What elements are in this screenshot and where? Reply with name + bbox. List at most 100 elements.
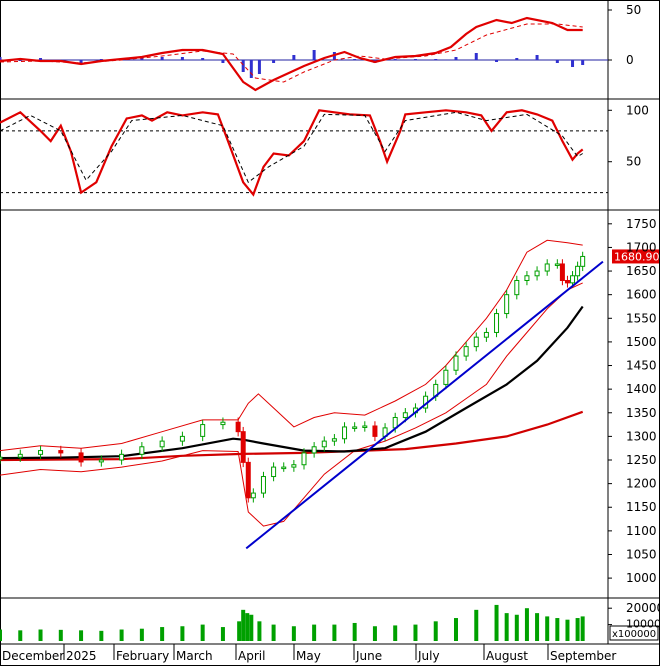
macd-histogram-bar-19	[353, 59, 357, 60]
macd-histogram-bar-1	[18, 60, 22, 61]
candle-body-22	[321, 440, 327, 448]
candle-body-37	[473, 336, 479, 348]
macd-histogram-bar-2	[39, 58, 43, 60]
y-tick-label-price-1100: 1100	[626, 524, 657, 538]
candle-body-3	[58, 450, 64, 454]
volume-bar-20	[332, 624, 337, 641]
candle-body-12	[235, 421, 241, 433]
volume-bar-10	[200, 624, 205, 641]
price-panel: 1680.900	[0, 239, 660, 550]
macd-histogram-bar-16	[292, 55, 296, 60]
y-tick-label-price-1250: 1250	[626, 453, 657, 467]
candle-body-25	[352, 426, 358, 429]
volume-unit-box	[609, 625, 659, 641]
candle-body-30	[402, 412, 408, 418]
candle-body-34	[443, 369, 449, 385]
last-price-marker	[612, 249, 659, 264]
x-tick-label-june: June	[355, 649, 382, 663]
volume-bar-5	[99, 630, 104, 641]
volume-unit-label: x100000	[612, 629, 656, 640]
x-tick-label-july: July	[417, 649, 440, 663]
macd-histogram-bar-24	[454, 57, 458, 60]
y-tick-label-price-1150: 1150	[626, 500, 657, 514]
candle-body-43	[534, 270, 540, 277]
candle-body-35	[453, 355, 459, 371]
volume-bar-18	[291, 626, 296, 641]
candle-body-2	[38, 450, 44, 455]
volume-bar-17	[271, 624, 276, 641]
volume-bar-27	[474, 609, 479, 641]
macd-line-main	[0, 16, 583, 92]
volume-bar-16	[257, 621, 262, 641]
y-tick-label-price-1350: 1350	[626, 406, 657, 420]
candle-body-36	[463, 346, 469, 357]
macd-histogram-bar-13	[249, 60, 253, 78]
bollinger-upper-band	[0, 239, 583, 452]
macd-histogram-bar-29	[555, 60, 559, 63]
trend-line	[245, 260, 604, 550]
volume-bar-7	[139, 628, 144, 641]
macd-line-signal	[0, 23, 583, 83]
candle-body-21	[311, 446, 317, 454]
macd-histogram-bar-28	[535, 55, 539, 60]
candle-body-9	[179, 435, 185, 442]
candle-body-40	[504, 294, 510, 315]
volume-bar-37	[580, 616, 585, 641]
macd-histogram-bar-10	[201, 58, 205, 60]
y-tick-label-price-1450: 1450	[626, 359, 657, 373]
macd-panel	[0, 16, 608, 92]
volume-bar-31	[524, 608, 529, 641]
macd-histogram-bar-4	[79, 60, 83, 63]
candle-body-19	[291, 464, 297, 468]
volume-bar-21	[352, 622, 357, 641]
candle-body-41	[514, 279, 520, 296]
x-tick-label-march: March	[176, 649, 213, 663]
candle-body-4	[78, 452, 84, 463]
candle-body-49	[575, 265, 581, 277]
candle-body-0	[0, 456, 3, 460]
y-tick-label-price-1650: 1650	[626, 264, 657, 278]
volume-bar-23	[393, 625, 398, 641]
y-tick-label-macd-0: 0	[626, 53, 634, 67]
macd-histogram-bar-25	[474, 53, 478, 60]
volume-bar-30	[514, 614, 519, 641]
candle-body-8	[159, 440, 165, 448]
y-tick-label-price-1400: 1400	[626, 382, 657, 396]
y-tick-label-stochastic-50: 50	[626, 155, 641, 169]
x-tick-label-february: February	[116, 649, 169, 663]
macd-histogram-bar-17	[312, 50, 316, 60]
x-tick-label-april: April	[238, 649, 265, 663]
moving-average-long	[0, 410, 584, 462]
y-tick-label-volume-20000: 20000	[626, 601, 660, 615]
candle-body-1	[17, 453, 23, 458]
x-tick-label-may: May	[296, 649, 321, 663]
candle-body-15	[250, 492, 256, 499]
macd-histogram-bar-12	[241, 60, 245, 72]
y-tick-label-price-1700: 1700	[626, 240, 657, 254]
candle-body-11	[220, 421, 226, 426]
volume-bar-1	[18, 630, 23, 641]
stoch-line-k	[0, 109, 584, 197]
candle-body-38	[483, 331, 489, 338]
volume-bar-32	[535, 613, 540, 641]
candle-body-24	[342, 426, 348, 440]
stoch-line-d	[0, 111, 583, 184]
stochastic-panel	[0, 109, 608, 197]
volume-bar-19	[312, 624, 317, 641]
y-tick-label-stochastic-100: 100	[626, 103, 649, 117]
candle-body-46	[559, 263, 565, 281]
candle-body-20	[301, 452, 307, 466]
macd-histogram-bar-23	[434, 59, 438, 60]
candle-body-44	[544, 263, 550, 272]
x-tick-label-august: August	[486, 649, 528, 663]
volume-bar-2	[38, 629, 43, 641]
volume-bar-36	[575, 618, 580, 641]
candle-body-13	[240, 431, 246, 463]
x-tick-label-september: September	[550, 649, 616, 663]
candle-body-26	[362, 425, 368, 428]
macd-histogram-bar-26	[495, 60, 499, 62]
candle-body-18	[281, 466, 287, 470]
y-tick-label-price-1500: 1500	[626, 335, 657, 349]
